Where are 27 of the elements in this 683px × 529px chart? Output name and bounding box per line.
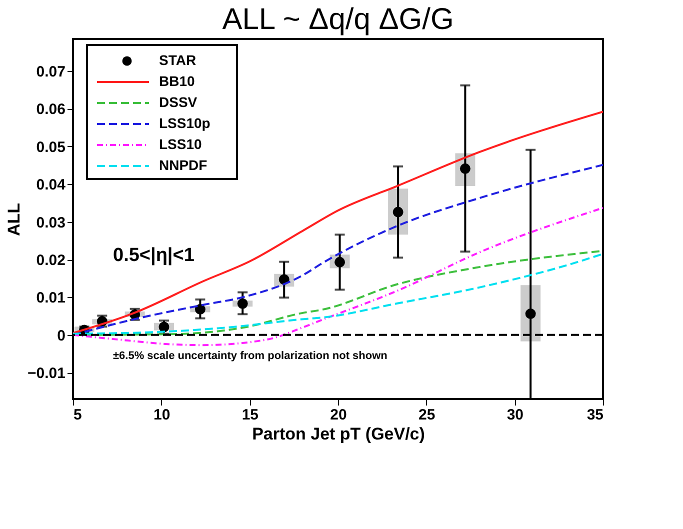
y-tick-label: 0.04 — [36, 176, 66, 194]
y-tick-label: 0.06 — [36, 101, 66, 118]
x-tick-label: 10 — [153, 406, 170, 424]
annotation: ±6.5% scale uncertainty from polarization not shown — [113, 350, 388, 362]
x-tick-label: 25 — [418, 406, 436, 424]
x-tick-label: 20 — [330, 406, 347, 424]
y-tick-label: −0.01 — [28, 365, 66, 382]
legend-label: DSSV — [159, 94, 198, 110]
y-tick-label: 0.07 — [36, 64, 66, 81]
annotation: 0.5<|η|<1 — [113, 245, 195, 266]
y-tick-label: 0.05 — [36, 138, 66, 156]
legend-label: LSS10p — [159, 115, 210, 131]
y-tick-label: 0.02 — [36, 252, 66, 270]
y-tick-label: 0 — [57, 327, 66, 344]
y-tick-label: 0.01 — [36, 290, 66, 307]
x-tick-label: 30 — [506, 406, 524, 424]
y-tick-label: 0.03 — [36, 214, 66, 232]
x-tick-label: 5 — [74, 406, 82, 424]
x-tick-label: 15 — [242, 406, 259, 424]
chart-title: ALL ~ Δq/q ΔG/G — [222, 3, 454, 36]
legend-label: NNPDF — [159, 157, 208, 173]
legend-label: STAR — [159, 52, 196, 68]
y-axis-title: ALL — [4, 202, 24, 236]
x-tick-label: 35 — [586, 406, 604, 424]
legend-label: BB10 — [159, 73, 196, 89]
x-axis-title: Parton Jet pT (GeV/c) — [252, 424, 425, 444]
legend-label: LSS10 — [159, 136, 202, 152]
